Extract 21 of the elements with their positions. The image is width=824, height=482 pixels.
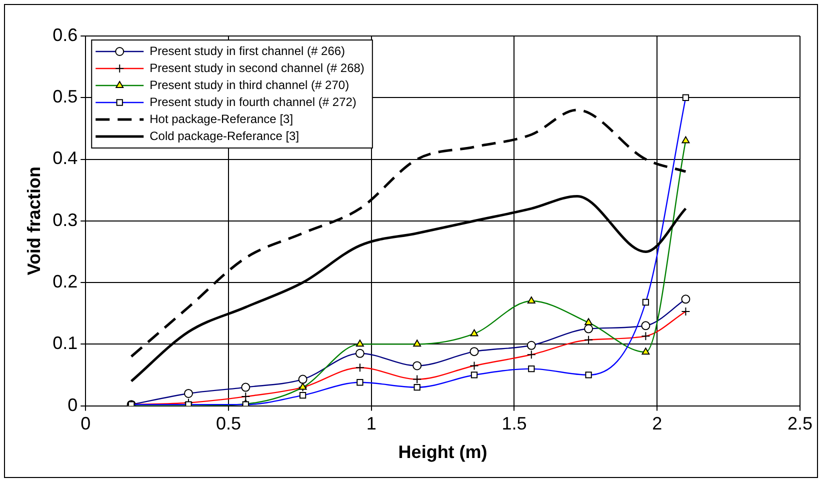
legend-label: Present study in second channel (# 268) — [150, 60, 364, 75]
y-tick-label: 0.3 — [52, 210, 78, 230]
legend-label: Hot package-Referance [3] — [150, 112, 294, 126]
y-tick-label: 0.2 — [52, 272, 78, 292]
x-tick-label: 1 — [366, 414, 376, 434]
x-tick-label: 0 — [80, 414, 91, 434]
y-tick-label: 0.6 — [52, 24, 78, 45]
legend-label: Present study in first channel (# 266) — [150, 44, 346, 58]
x-axis-title: Height (m) — [398, 442, 488, 462]
legend-label: Cold package-Referance [3] — [150, 128, 300, 143]
x-tick-label: 1.5 — [502, 414, 527, 434]
y-tick-label: 0.1 — [52, 333, 78, 354]
legend-label: Present study in fourth channel (# 272) — [150, 94, 356, 109]
x-tick-label: 2 — [652, 414, 662, 434]
y-tick-label: 0 — [68, 394, 78, 415]
y-tick-label: 0.5 — [52, 86, 78, 107]
legend-label: Present study in third channel (# 270) — [150, 78, 350, 92]
y-axis-title: Void fraction — [24, 166, 44, 276]
y-tick-label: 0.4 — [52, 148, 78, 168]
x-tick-label: 0.5 — [216, 414, 242, 434]
x-tick-label: 2.5 — [787, 414, 813, 434]
